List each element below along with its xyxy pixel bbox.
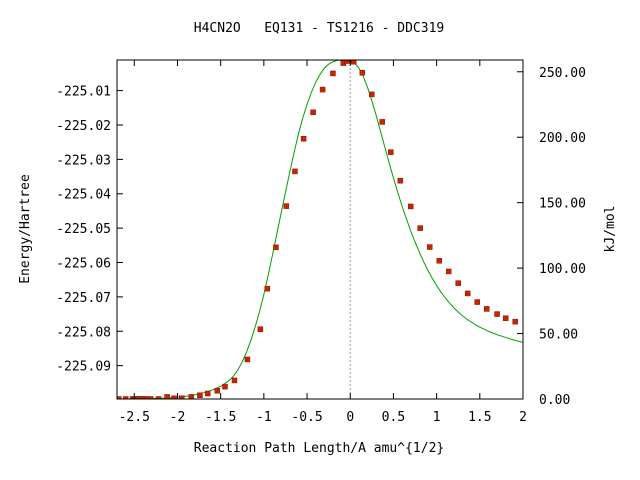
data-point — [426, 244, 433, 250]
x-tick-label: 1.5 — [468, 410, 491, 425]
y-axis-label: Energy/Hartree — [18, 174, 33, 284]
y-tick-label: -225.01 — [56, 85, 111, 100]
data-point — [455, 280, 461, 286]
y2-axis-label: kJ/mol — [603, 206, 618, 253]
x-tick-label: 2 — [519, 410, 527, 425]
data-point — [283, 203, 290, 209]
data-point — [257, 326, 264, 332]
y2-tick-label: 100.00 — [539, 262, 586, 277]
data-point — [369, 91, 375, 98]
x-tick-label: -1.5 — [205, 410, 236, 425]
data-point — [155, 396, 162, 399]
data-point — [502, 315, 509, 321]
y2-tick-label: 200.00 — [539, 131, 586, 146]
y-tick-label: -225.05 — [56, 222, 111, 237]
data-point — [319, 86, 326, 93]
data-point — [474, 299, 480, 305]
chart-title: H4CN2O EQ131 - TS1216 - DDC319 — [194, 21, 444, 36]
data-point — [188, 394, 195, 399]
data-point — [388, 149, 394, 155]
data-point — [197, 392, 203, 398]
energy-curve — [117, 60, 523, 399]
data-point — [397, 177, 404, 184]
data-point — [512, 318, 518, 325]
data-point — [292, 168, 298, 175]
data-point — [436, 258, 442, 264]
x-tick-label: -2.5 — [119, 410, 150, 425]
data-point — [330, 70, 336, 77]
axis-ticks: -2.5 -2 -1.5 -1 -0.5 0 0.5 1 1.5 2 -225.01 -225.02 -… — [56, 60, 586, 425]
data-point — [359, 69, 366, 76]
y2-tick-label: 250.00 — [539, 66, 586, 81]
data-point — [350, 60, 357, 65]
data-point — [407, 203, 414, 210]
x-tick-label: 0 — [346, 410, 354, 425]
data-point — [273, 244, 279, 251]
y-tick-label: -225.06 — [56, 257, 111, 272]
y-tick-label: -225.09 — [56, 360, 111, 375]
y2-tick-label: 0.00 — [539, 393, 570, 408]
data-point — [144, 396, 150, 399]
y-tick-label: -225.07 — [56, 291, 111, 306]
data-point — [445, 268, 452, 275]
data-point — [122, 396, 129, 399]
data-point — [300, 135, 307, 142]
y-tick-label: -225.08 — [56, 325, 111, 340]
x-tick-label: -2 — [170, 410, 186, 425]
plot-frame — [116, 59, 524, 400]
data-point — [214, 387, 220, 394]
data-point — [171, 395, 177, 399]
data-point — [464, 290, 471, 297]
data-point — [147, 396, 154, 399]
y-tick-label: -225.03 — [56, 153, 111, 168]
data-point — [117, 396, 122, 399]
data-point — [264, 285, 271, 292]
x-axis-label: Reaction Path Length/A amu^{1/2} — [194, 441, 444, 456]
x-tick-label: 0.5 — [382, 410, 405, 425]
data-point — [483, 306, 490, 312]
data-point — [379, 119, 385, 125]
data-point — [164, 394, 170, 399]
x-tick-label: 1 — [433, 410, 441, 425]
data-point — [179, 395, 185, 399]
data-point — [244, 356, 251, 363]
data-point — [310, 109, 316, 116]
data-point — [222, 383, 228, 390]
y2-tick-label: 150.00 — [539, 197, 586, 212]
plot-area — [117, 60, 523, 399]
y-tick-label: -225.02 — [56, 119, 111, 134]
data-point — [231, 377, 238, 384]
x-tick-label: -0.5 — [291, 410, 322, 425]
x-tick-label: -1 — [256, 410, 272, 425]
y2-tick-label: 50.00 — [539, 328, 578, 343]
y-tick-label: -225.04 — [56, 188, 111, 203]
data-point — [417, 225, 423, 231]
data-point — [494, 311, 500, 317]
data-point — [204, 390, 211, 397]
